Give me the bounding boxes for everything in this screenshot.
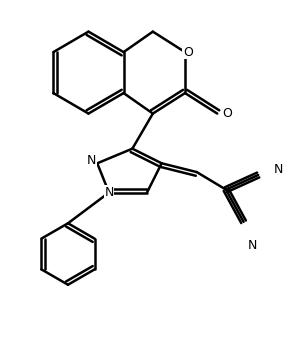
Text: O: O bbox=[183, 46, 193, 58]
Text: N: N bbox=[87, 154, 96, 167]
Text: N: N bbox=[274, 163, 283, 176]
Text: O: O bbox=[223, 107, 232, 120]
Text: N: N bbox=[248, 239, 257, 252]
Text: N: N bbox=[104, 186, 114, 199]
